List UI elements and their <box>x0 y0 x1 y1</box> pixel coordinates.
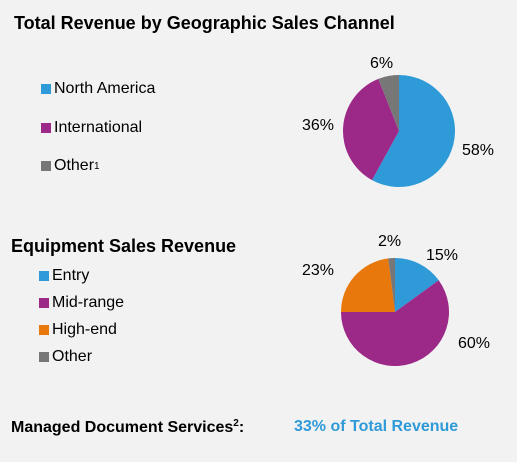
pie2-slice-high-end <box>341 258 395 312</box>
legend-label: International <box>54 119 143 136</box>
slice-label-international: 36% <box>302 117 335 134</box>
legend-label: High-end <box>52 321 117 338</box>
legend-item-entry: Entry <box>39 267 89 285</box>
slice-label-other-equipment: 2% <box>378 233 402 250</box>
legend-item-other: Other 1 <box>41 157 100 175</box>
footer-footnote-marker: 2 <box>233 418 239 429</box>
legend-swatch-other <box>41 161 51 171</box>
footer-label: Managed Document Services2: <box>11 418 244 437</box>
legend-item-other-equipment: Other <box>39 348 92 366</box>
legend-swatch-entry <box>39 271 49 281</box>
chart-2-title: Equipment Sales Revenue <box>11 236 237 256</box>
slice-label-high-end: 23% <box>302 262 335 279</box>
slice-label-north-america: 58% <box>462 142 495 159</box>
legend-swatch-other-equipment <box>39 352 49 362</box>
pie1-slice-other <box>378 75 399 131</box>
legend-item-north-america: North America <box>41 80 155 98</box>
chart-1-title: Total Revenue by Geographic Sales Channe… <box>14 13 395 33</box>
legend-swatch-high-end <box>39 325 49 335</box>
pie2-slice-mid-range <box>341 280 449 366</box>
legend-item-mid-range: Mid-range <box>39 294 124 312</box>
footer-value: 33% of Total Revenue <box>294 418 459 435</box>
legend-swatch-international <box>41 123 51 133</box>
legend-label: Other <box>54 157 95 174</box>
footer-label-suffix: : <box>238 419 245 436</box>
legend-swatch-mid-range <box>39 298 49 308</box>
legend-footnote-marker: 1 <box>94 160 100 172</box>
legend-label: Entry <box>52 267 90 284</box>
legend-swatch-north-america <box>41 84 51 94</box>
slice-label-entry: 15% <box>426 247 459 264</box>
pie1-slice-north-america <box>372 75 455 187</box>
legend-item-international: International <box>41 119 142 137</box>
slice-label-mid-range: 60% <box>458 335 491 352</box>
pie1-slice-international <box>343 78 399 181</box>
legend-item-high-end: High-end <box>39 321 117 339</box>
legend-label: Other <box>52 348 93 365</box>
pie2-slice-entry <box>395 258 439 312</box>
pie2-slice-other <box>388 258 395 312</box>
slice-label-other: 6% <box>370 55 394 72</box>
legend-label: Mid-range <box>52 294 125 311</box>
footer-label-text: Managed Document Services <box>11 419 234 436</box>
legend-label: North America <box>54 80 156 97</box>
